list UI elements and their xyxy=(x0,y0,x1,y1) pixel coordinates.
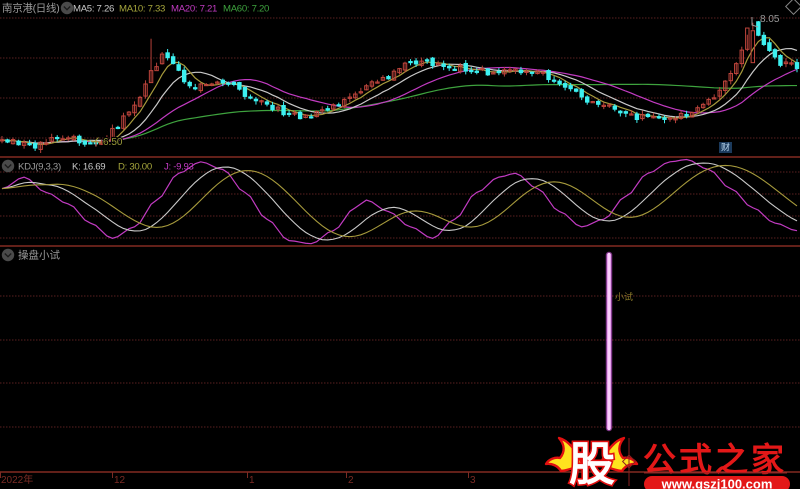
svg-text:3: 3 xyxy=(470,475,476,486)
svg-text:2022年: 2022年 xyxy=(1,473,33,486)
svg-text:南京港(日线): 南京港(日线) xyxy=(2,2,59,15)
svg-text:12: 12 xyxy=(114,475,126,486)
svg-text:MA5: 7.26: MA5: 7.26 xyxy=(73,4,114,15)
svg-text:公式之家: 公式之家 xyxy=(643,441,787,478)
svg-text:www.gszj100.com: www.gszj100.com xyxy=(661,477,773,489)
svg-text:2: 2 xyxy=(348,475,354,486)
svg-text:小试: 小试 xyxy=(615,291,633,302)
svg-text:KDJ(9,3,3): KDJ(9,3,3) xyxy=(18,162,61,173)
svg-text:股: 股 xyxy=(569,438,615,489)
svg-text:MA20: 7.21: MA20: 7.21 xyxy=(171,4,217,15)
svg-text:J: -9.93: J: -9.93 xyxy=(164,162,194,173)
svg-text:8.05: 8.05 xyxy=(760,14,780,25)
svg-text:财: 财 xyxy=(721,142,730,153)
svg-text:MA10: 7.33: MA10: 7.33 xyxy=(119,4,165,15)
svg-text:操盘小试: 操盘小试 xyxy=(18,249,60,262)
svg-text:1: 1 xyxy=(249,475,255,486)
svg-text:K: 16.69: K: 16.69 xyxy=(72,162,105,173)
svg-text:D: 30.00: D: 30.00 xyxy=(118,162,152,173)
svg-text:MA60: 7.20: MA60: 7.20 xyxy=(223,4,269,15)
svg-text:6.50: 6.50 xyxy=(103,137,123,148)
